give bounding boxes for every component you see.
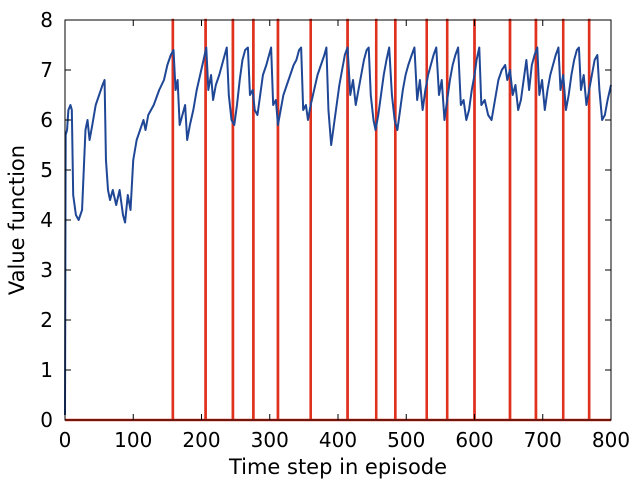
x-tick-label-1: 100 bbox=[114, 428, 152, 452]
y-tick-label-5: 5 bbox=[40, 158, 53, 182]
x-tick-label-7: 700 bbox=[524, 428, 562, 452]
x-tick-label-0: 0 bbox=[59, 428, 72, 452]
plot-area bbox=[64, 18, 612, 422]
y-tick-label-3: 3 bbox=[40, 258, 53, 282]
y-axis-ticks: 0 1 2 3 4 5 6 7 8 bbox=[40, 8, 611, 432]
x-tick-label-6: 600 bbox=[455, 428, 493, 452]
y-tick-label-8: 8 bbox=[40, 8, 53, 32]
x-axis-ticks: 0 100 200 300 400 500 600 700 800 bbox=[59, 20, 630, 452]
plot-frame bbox=[65, 20, 611, 420]
y-tick-label-4: 4 bbox=[40, 208, 53, 232]
y-tick-label-1: 1 bbox=[40, 358, 53, 382]
x-tick-label-3: 300 bbox=[251, 428, 289, 452]
y-tick-label-7: 7 bbox=[40, 58, 53, 82]
x-tick-label-4: 400 bbox=[319, 428, 357, 452]
x-tick-label-2: 200 bbox=[182, 428, 220, 452]
x-tick-label-5: 500 bbox=[387, 428, 425, 452]
x-tick-label-8: 800 bbox=[592, 428, 630, 452]
x-axis-label: Time step in episode bbox=[228, 455, 447, 479]
y-tick-label-6: 6 bbox=[40, 108, 53, 132]
y-tick-label-0: 0 bbox=[40, 408, 53, 432]
y-axis-label: Value function bbox=[5, 145, 29, 295]
y-tick-label-2: 2 bbox=[40, 308, 53, 332]
value-function-line bbox=[64, 46, 612, 416]
